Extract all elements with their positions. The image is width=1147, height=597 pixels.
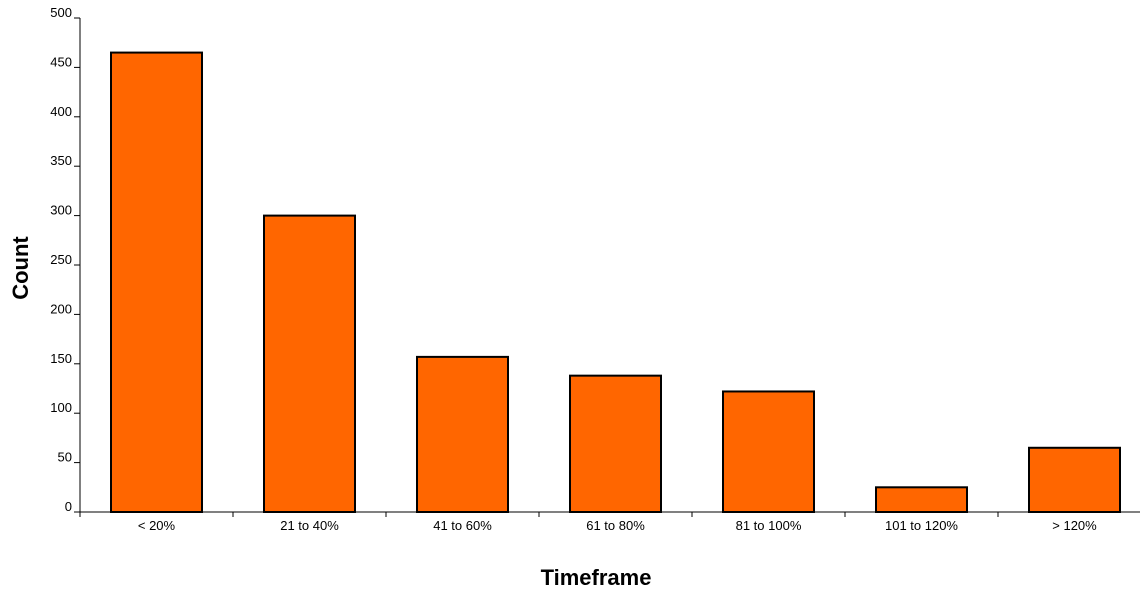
- y-tick-label-8: 400: [50, 104, 72, 119]
- y-tick-label-2: 100: [50, 400, 72, 415]
- y-axis: 0 50 100 150 200 250 300 350 400 450 500: [50, 5, 81, 514]
- x-axis: < 20% 21 to 40% 41 to 60% 61 to 80% 81 to 10…: [79, 511, 1140, 533]
- x-tick-label-5: 101 to 120%: [885, 518, 958, 533]
- bar-1: [263, 214, 356, 513]
- y-tick-label-5: 250: [50, 252, 72, 267]
- y-tick-label-10: 500: [50, 5, 72, 20]
- y-tick-label-7: 350: [50, 153, 72, 168]
- x-tick-label-1: 21 to 40%: [280, 518, 339, 533]
- bar-0: [110, 51, 203, 514]
- bar-4: [722, 390, 815, 513]
- y-tick-label-1: 50: [58, 450, 72, 465]
- y-axis-title: Count: [8, 236, 33, 300]
- x-tick-label-0: < 20%: [138, 518, 176, 533]
- bar-2: [416, 355, 509, 513]
- y-tick-label-3: 150: [50, 351, 72, 366]
- bars-group: [110, 51, 1121, 514]
- x-tick-label-3: 61 to 80%: [586, 518, 645, 533]
- x-tick-label-2: 41 to 60%: [433, 518, 492, 533]
- y-tick-label-0: 0: [65, 499, 72, 514]
- x-tick-label-6: > 120%: [1052, 518, 1097, 533]
- y-tick-label-6: 300: [50, 203, 72, 218]
- bar-5: [875, 486, 968, 513]
- bar-3: [569, 374, 662, 513]
- bar-6: [1028, 446, 1121, 513]
- y-tick-label-4: 200: [50, 301, 72, 316]
- y-tick-label-9: 450: [50, 54, 72, 69]
- x-tick-label-4: 81 to 100%: [736, 518, 802, 533]
- x-axis-title: Timeframe: [541, 565, 652, 590]
